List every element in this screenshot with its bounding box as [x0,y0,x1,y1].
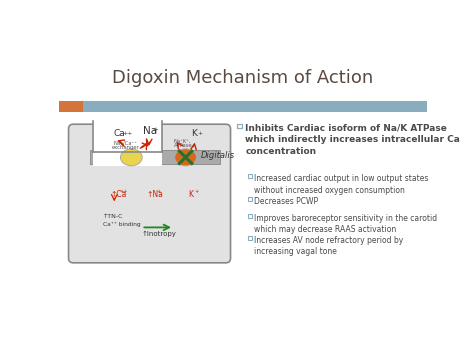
Bar [248,214,252,218]
Bar [59,102,83,112]
Ellipse shape [120,149,142,166]
Text: +: + [156,189,160,194]
Text: K: K [191,129,197,138]
Text: Digitalis: Digitalis [201,151,235,159]
Text: ++: ++ [122,131,133,136]
Text: ↑Inotropy: ↑Inotropy [141,231,176,237]
Text: exchanger: exchanger [112,144,140,149]
Text: ↑Na: ↑Na [147,190,164,200]
Text: Increases AV node refractory period by
increasing vagal tone: Increases AV node refractory period by i… [255,236,404,256]
Text: ↑Ca: ↑Ca [110,190,127,200]
Text: Digoxin Mechanism of Action: Digoxin Mechanism of Action [112,69,374,87]
Text: Na⁺/Ca⁺⁺: Na⁺/Ca⁺⁺ [114,141,138,146]
Text: K: K [188,190,193,200]
Text: Inhibits Cardiac isoform of Na/K ATPase
which indirectly increases intracellular: Inhibits Cardiac isoform of Na/K ATPase … [245,124,460,156]
Text: Improves baroreceptor sensitivity in the carotid
which may decrease RAAS activat: Improves baroreceptor sensitivity in the… [255,214,438,234]
Bar [83,102,427,112]
Text: Ca⁺⁺ binding: Ca⁺⁺ binding [103,222,140,227]
Text: ↑TN-C: ↑TN-C [103,214,123,219]
Text: +: + [194,189,198,194]
Text: Decreases PCWP: Decreases PCWP [255,197,319,207]
Bar [92,121,162,164]
Text: Increased cardiac output in low output states
without increased oxygen consumpti: Increased cardiac output in low output s… [255,174,429,195]
Text: Ca: Ca [113,129,125,138]
Bar [248,174,252,178]
Bar [248,197,252,201]
Bar [248,236,252,240]
FancyBboxPatch shape [69,124,230,263]
Text: Na: Na [143,126,157,136]
Text: ATPase: ATPase [174,143,192,148]
Text: Na⁺K⁺,: Na⁺K⁺, [174,139,191,144]
Text: +: + [197,131,202,136]
Text: +: + [152,127,158,133]
Bar [90,151,219,164]
Bar [92,151,162,166]
Text: ++: ++ [120,189,128,194]
Bar [237,124,242,128]
Ellipse shape [175,149,196,166]
